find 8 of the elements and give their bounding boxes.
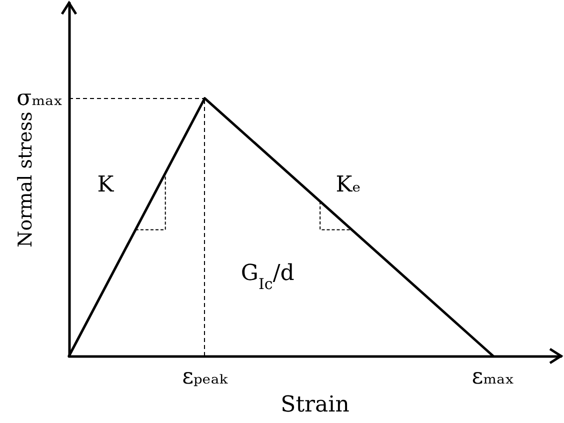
x-tick-label: εₘₐₓ [472,364,514,390]
annotation: G$_{Ic}$/d [240,261,294,294]
y-axis-title: Normal stress [14,112,36,248]
ref-line-label: σₘₐₓ [16,86,63,111]
annotation: Kₑ [336,172,361,198]
annotation: K [97,172,114,198]
x-axis-title: Strain [280,392,350,418]
x-tick-label: εₚₑₐₖ [182,364,228,390]
